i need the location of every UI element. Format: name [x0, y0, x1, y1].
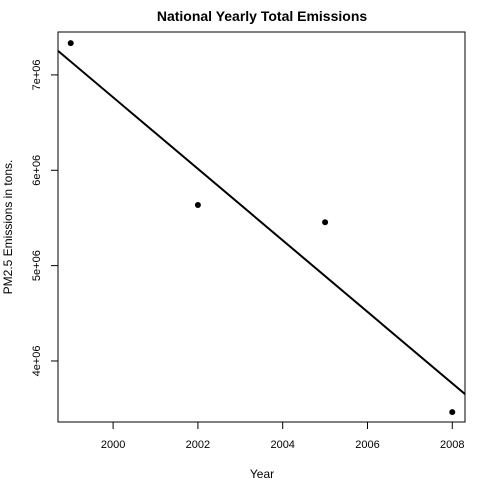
x-tick-label: 2000	[101, 439, 125, 451]
x-tick-label: 2008	[440, 439, 464, 451]
y-axis: 4e+06 5e+06 6e+06 7e+06	[31, 59, 58, 376]
y-tick-label: 5e+06	[31, 250, 43, 281]
x-axis-title: Year	[250, 467, 274, 480]
y-axis-title: PM2.5 Emissions in tons.	[1, 160, 15, 295]
x-axis: 2000 2002 2004 2006 2008	[101, 422, 465, 451]
data-point-2005	[322, 219, 329, 226]
x-tick-label: 2002	[186, 439, 210, 451]
data-point-2008	[449, 409, 456, 416]
x-tick-label: 2006	[355, 439, 379, 451]
data-point-2002	[194, 201, 201, 208]
plot-area	[58, 40, 465, 416]
x-tick-label: 2004	[270, 439, 294, 451]
y-tick-label: 4e+06	[31, 346, 43, 377]
y-tick-label: 7e+06	[31, 59, 43, 90]
chart-title: National Yearly Total Emissions	[157, 8, 368, 24]
regression-line	[58, 50, 465, 395]
plot-frame	[57, 31, 466, 423]
data-point-1999	[67, 40, 74, 47]
y-tick-label: 6e+06	[31, 155, 43, 186]
